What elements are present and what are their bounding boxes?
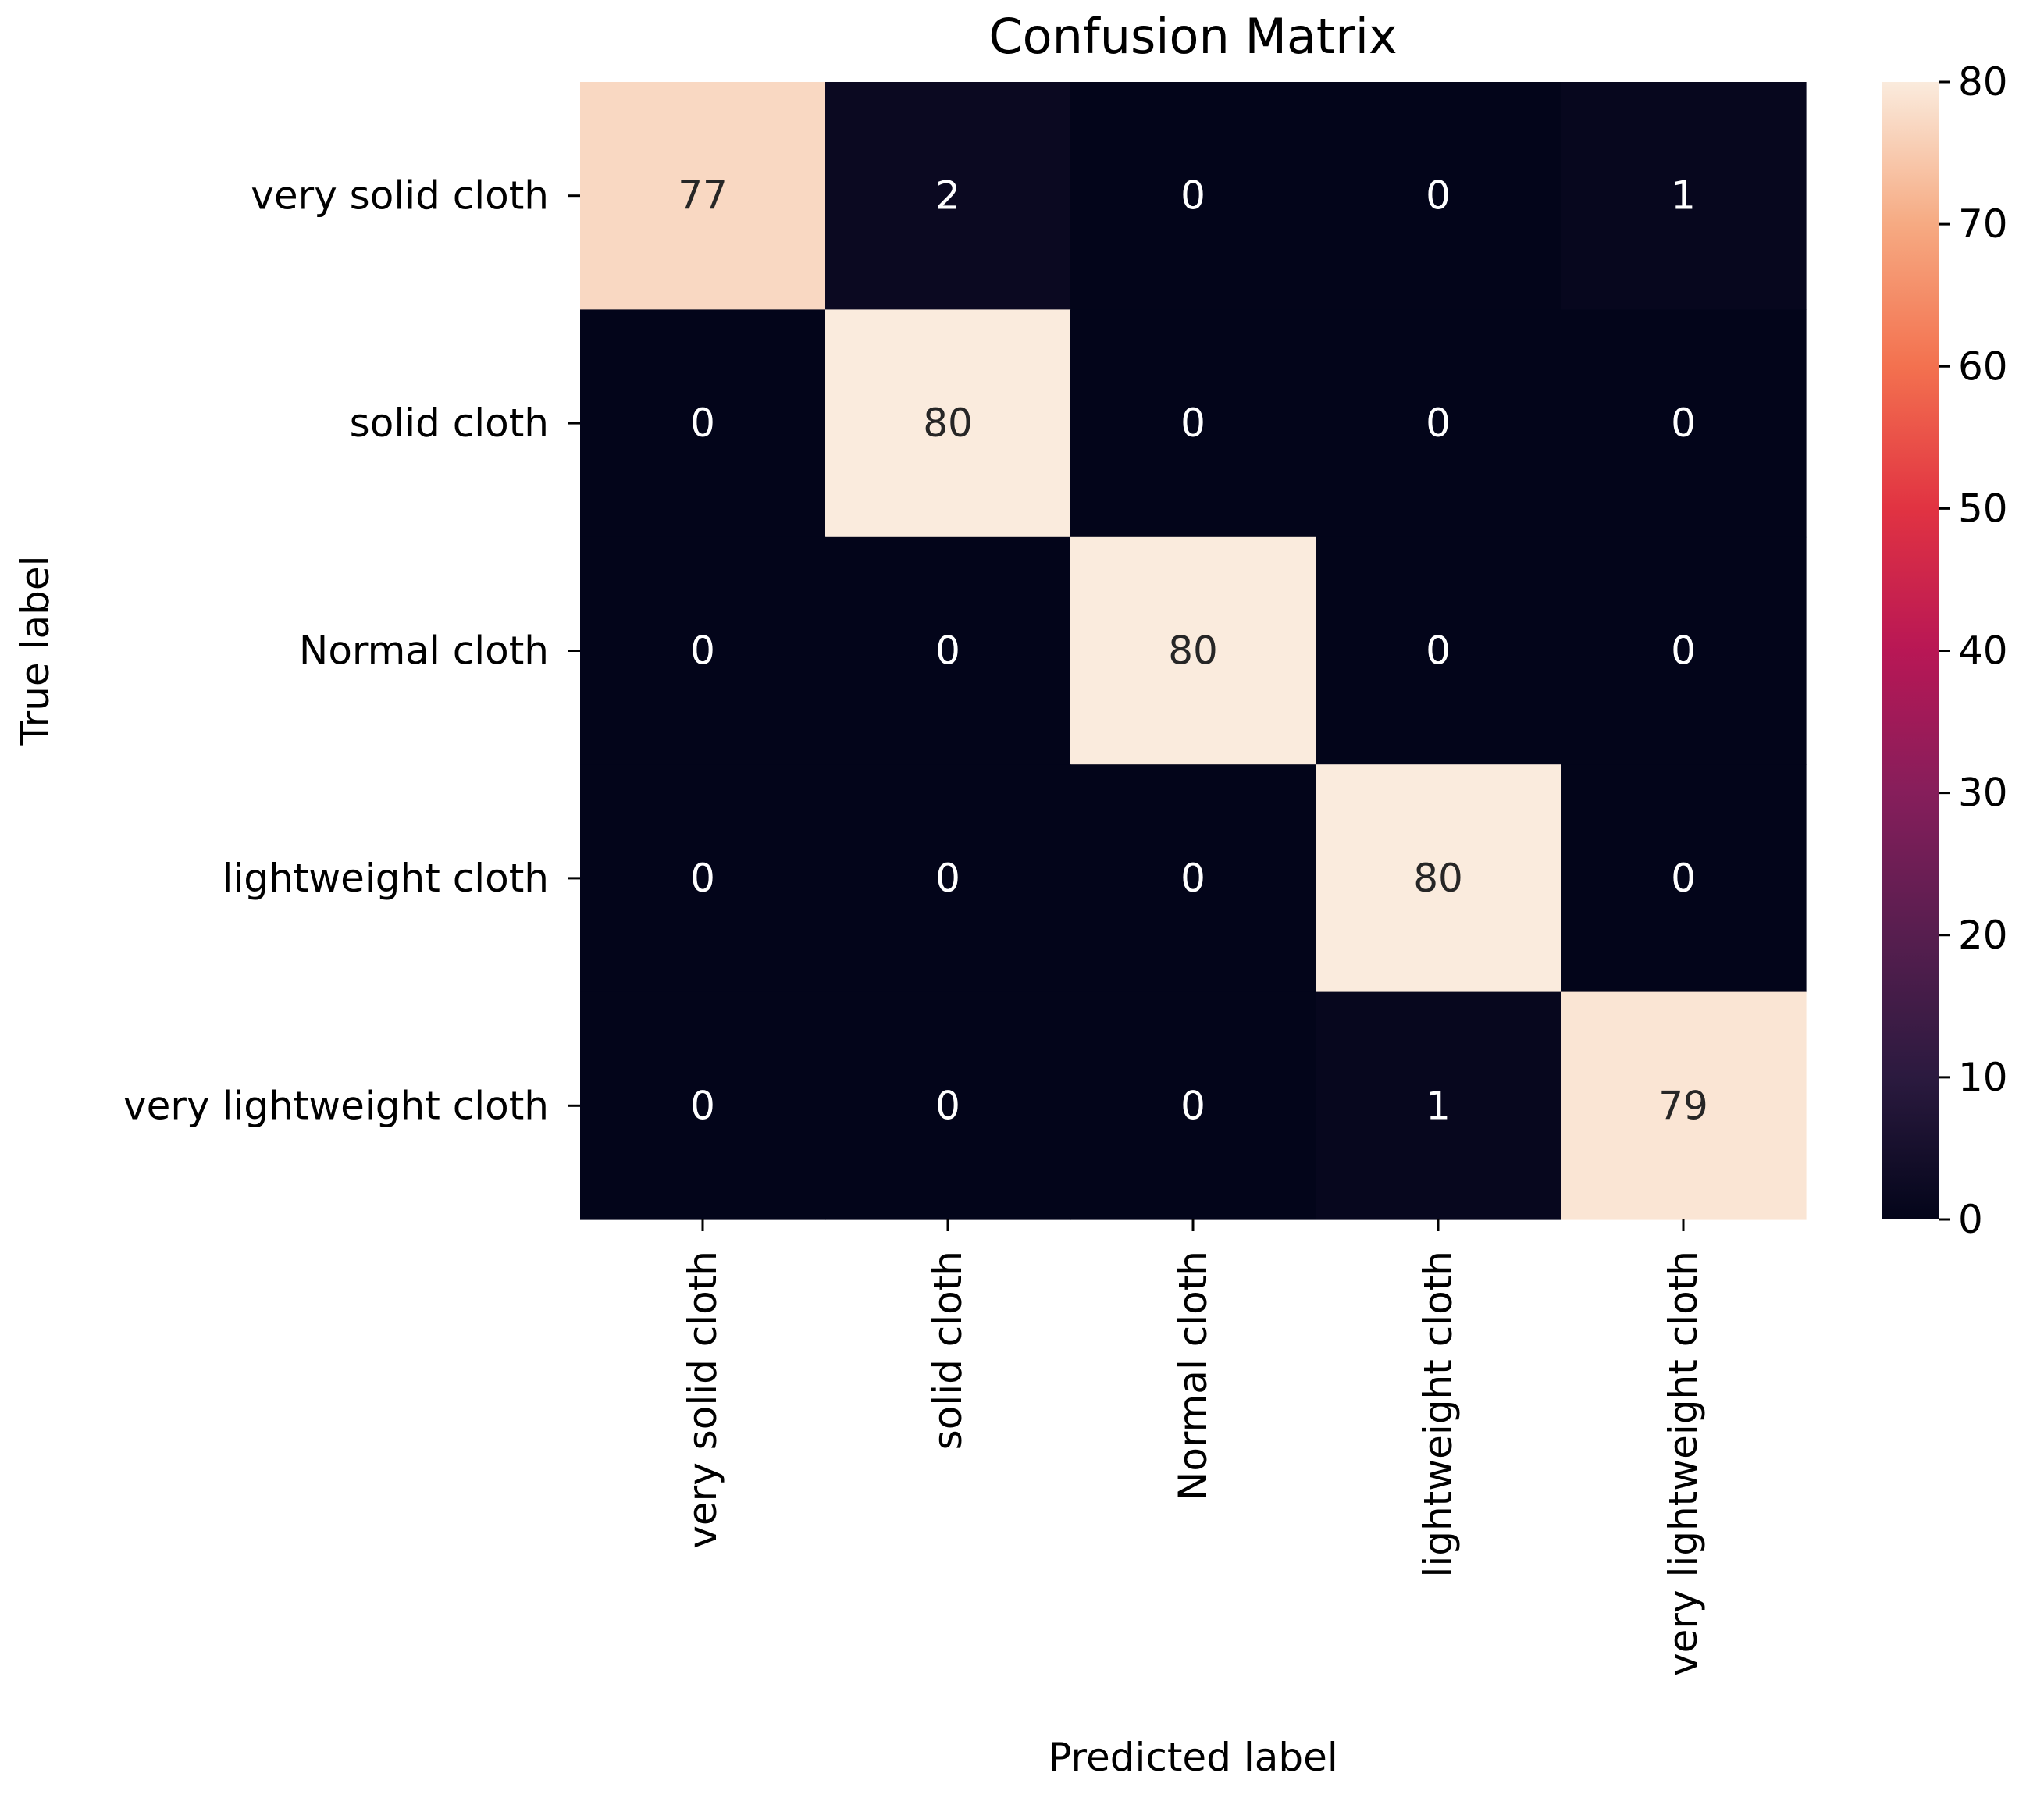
y-tick-label: solid cloth [350,400,549,446]
heatmap-cell [580,536,826,765]
chart-title: Confusion Matrix [988,8,1397,65]
heatmap-cell [825,82,1071,310]
cell-value-label: 80 [1168,628,1218,674]
cell-value-label: 0 [935,628,960,674]
x-tick-label: solid cloth [925,1251,970,1450]
heatmap-cells: 77 2 0 0 1 0 80 0 0 0 0 0 80 0 0 0 0 0 80 0 0 0 0 1 79 [580,82,1807,1220]
x-tick-label: very solid cloth [680,1251,725,1549]
cell-value-label: 0 [690,400,715,446]
colorbar-tick-label: 20 [1958,913,2008,958]
heatmap-cell [1070,82,1316,310]
heatmap-cell [580,764,826,993]
x-axis-label: Predicted label [1048,1735,1338,1780]
cell-value-label: 0 [1671,400,1696,446]
heatmap-cell [1561,536,1807,765]
cell-value-label: 0 [1671,856,1696,901]
heatmap-cell [825,536,1071,765]
x-tick-label: lightweight cloth [1415,1251,1461,1578]
cell-value-label: 0 [1426,400,1451,446]
y-axis-label: True label [12,555,58,746]
cell-value-label: 0 [1180,400,1205,446]
cell-value-label: 0 [690,856,715,901]
colorbar [1882,82,1939,1219]
cell-value-label: 0 [690,628,715,674]
heatmap-cell [580,309,826,538]
heatmap-cell [825,764,1071,993]
colorbar-ticks: 0 10 20 30 40 50 60 70 80 [1939,59,2008,1242]
heatmap-cell [1561,309,1807,538]
y-tick-label: very solid cloth [251,173,549,219]
cell-value-label: 0 [935,856,960,901]
y-axis-ticks: very solid cloth solid cloth Normal cloth l… [123,173,580,1128]
cell-value-label: 1 [1426,1083,1451,1128]
heatmap-cell [1070,536,1316,765]
cell-value-label: 0 [935,1083,960,1128]
heatmap-cell [1070,991,1316,1220]
cell-value-label: 0 [690,1083,715,1128]
heatmap-cell [1316,536,1561,765]
heatmap-cell [1316,82,1561,310]
heatmap-cell [1316,991,1561,1220]
colorbar-tick-label: 70 [1958,201,2008,247]
colorbar-tick-label: 0 [1958,1197,1983,1242]
cell-value-label: 1 [1671,173,1696,219]
cell-value-label: 80 [923,400,973,446]
cell-value-label: 0 [1671,628,1696,674]
heatmap-cell [1561,991,1807,1220]
cell-value-label: 0 [1426,173,1451,219]
x-tick-label: Normal cloth [1170,1251,1216,1501]
heatmap-cell [1070,764,1316,993]
colorbar-tick-label: 40 [1958,628,2008,674]
cell-value-label: 0 [1426,628,1451,674]
heatmap-cell [1561,82,1807,310]
cell-value-label: 80 [1413,856,1463,901]
heatmap-cell [580,82,826,310]
heatmap-cell [825,991,1071,1220]
heatmap-cell [1070,309,1316,538]
heatmap-cell [1316,309,1561,538]
cell-value-label: 2 [935,173,960,219]
cell-value-label: 0 [1180,173,1205,219]
colorbar-tick-label: 10 [1958,1055,2008,1100]
x-axis-ticks: very solid cloth solid cloth Normal cloth l… [680,1219,1706,1676]
heatmap-cell [1561,764,1807,993]
cell-value-label: 79 [1658,1083,1708,1128]
cell-value-label: 0 [1180,1083,1205,1128]
y-tick-label: Normal cloth [299,628,549,674]
y-tick-label: lightweight cloth [222,856,549,901]
colorbar-tick-label: 50 [1958,486,2008,531]
x-tick-label: very lightweight cloth [1661,1251,1706,1676]
heatmap-cell [1316,764,1561,993]
colorbar-tick-label: 30 [1958,771,2008,816]
cell-value-label: 77 [678,173,728,219]
cell-value-label: 0 [1180,856,1205,901]
colorbar-tick-label: 80 [1958,59,2008,105]
colorbar-tick-label: 60 [1958,344,2008,389]
heatmap-cell [580,991,826,1220]
heatmap-cell [825,309,1071,538]
y-tick-label: very lightweight cloth [123,1083,549,1128]
